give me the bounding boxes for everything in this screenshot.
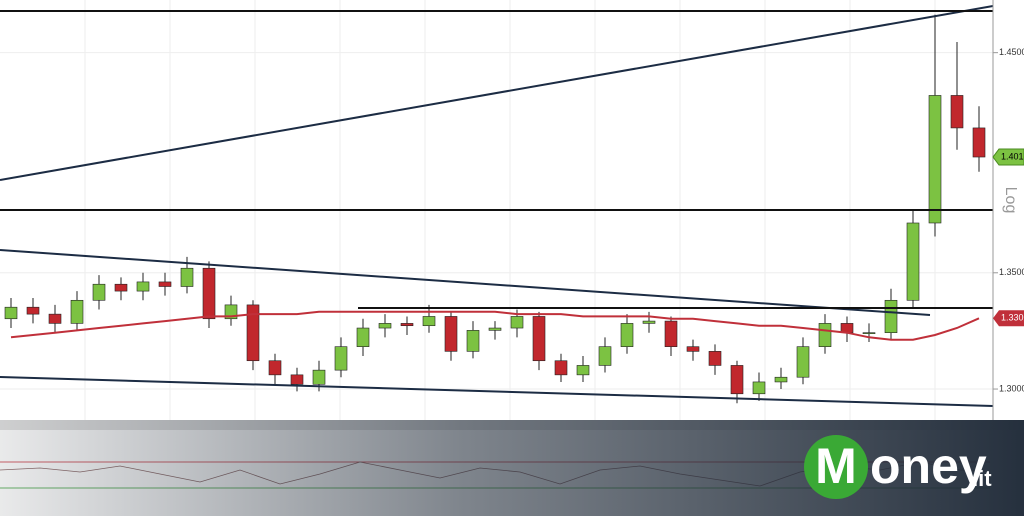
candle-body xyxy=(576,365,590,376)
candle-body xyxy=(972,127,986,158)
y-tick-label: 1.3000 xyxy=(999,383,1024,393)
candle-body xyxy=(400,323,414,327)
plot xyxy=(4,14,986,404)
trendline xyxy=(0,5,994,181)
candle-body xyxy=(378,323,392,329)
y-tick-label: 1.4500 xyxy=(999,47,1024,57)
candle-body xyxy=(532,316,546,362)
candle-body xyxy=(950,95,964,129)
candle-body xyxy=(70,299,84,324)
logo-initial: M xyxy=(815,438,857,494)
candle-body xyxy=(708,351,722,366)
candle-body xyxy=(752,381,766,395)
candle-body xyxy=(444,316,458,352)
candle-body xyxy=(422,316,436,327)
ma-label: 1.3302 xyxy=(1001,313,1024,323)
candle-body xyxy=(818,323,832,347)
price-label: 1.4017 xyxy=(1001,151,1024,161)
candle-body xyxy=(664,320,678,347)
candle-body xyxy=(488,327,502,331)
candle-body xyxy=(48,313,62,324)
candle-body xyxy=(4,306,18,320)
trendline xyxy=(0,376,994,407)
trendlines xyxy=(0,5,994,407)
logo-suffix: .it xyxy=(972,466,992,491)
candle-body xyxy=(686,346,700,352)
candle-body xyxy=(158,281,172,287)
candle-body xyxy=(136,281,150,292)
candle-body xyxy=(202,267,216,320)
candle-body xyxy=(554,360,568,376)
candle-body xyxy=(466,330,480,352)
axis-label: Log xyxy=(1002,187,1019,214)
candle-body xyxy=(928,95,942,224)
candle-body xyxy=(246,304,260,362)
candle-body xyxy=(774,376,788,383)
candle-body xyxy=(884,299,898,333)
candle-body xyxy=(642,320,656,324)
candle-body xyxy=(114,283,128,292)
candle-body xyxy=(290,374,304,385)
candle-body xyxy=(92,283,106,301)
candle-body xyxy=(268,360,282,376)
candle-body xyxy=(312,369,326,385)
candle-body xyxy=(730,365,744,395)
candle-body xyxy=(180,267,194,287)
candle-body xyxy=(356,327,370,347)
candle-body xyxy=(906,222,920,301)
candle-body xyxy=(26,306,40,315)
candle-body xyxy=(510,316,524,329)
moving-average xyxy=(10,310,980,341)
trendline xyxy=(0,249,931,316)
price-tag xyxy=(992,148,1024,166)
candle-body xyxy=(334,346,348,371)
candle-body xyxy=(598,346,612,366)
candle-body xyxy=(796,346,810,378)
logo-name: oney xyxy=(870,438,987,494)
logo-circle xyxy=(804,435,868,499)
candle-body xyxy=(620,323,634,347)
candle-body xyxy=(862,332,876,334)
y-tick-label: 1.3500 xyxy=(999,267,1024,277)
ma-tag xyxy=(993,310,1024,327)
